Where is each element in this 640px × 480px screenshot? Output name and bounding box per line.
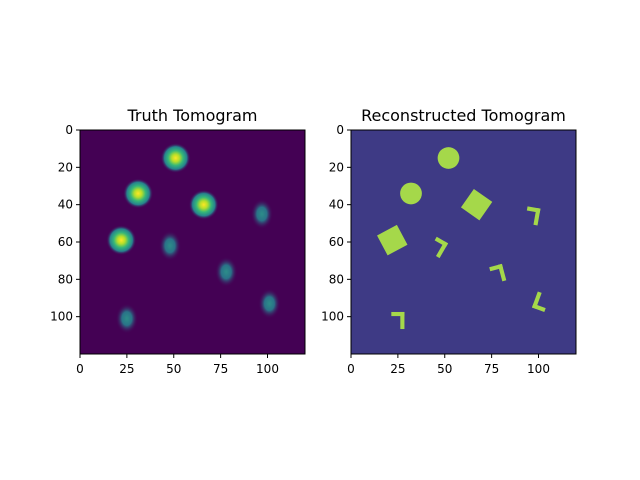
- heatmap-blob: [123, 178, 154, 209]
- x-tick-label: 75: [484, 362, 499, 376]
- panel-title: Truth Tomogram: [127, 106, 258, 125]
- shape-corner: [391, 311, 405, 330]
- y-tick-label: 60: [58, 235, 73, 249]
- x-tick-label: 25: [119, 362, 134, 376]
- y-tick-label: 80: [329, 272, 344, 286]
- shape-circle: [437, 147, 460, 169]
- y-tick-label: 60: [329, 235, 344, 249]
- heatmap-blob: [250, 198, 274, 230]
- x-tick-label: 50: [166, 362, 181, 376]
- heatmap-blob: [160, 143, 191, 173]
- shape-square: [460, 188, 493, 221]
- y-tick-label: 40: [58, 198, 73, 212]
- shape-corner: [526, 206, 541, 226]
- x-tick-label: 0: [76, 362, 84, 376]
- shape-square: [377, 224, 408, 256]
- shape-corner: [489, 263, 507, 282]
- shape-circle: [400, 182, 422, 205]
- x-tick-label: 0: [347, 362, 355, 376]
- x-tick-label: 100: [256, 362, 279, 376]
- truth-tomogram-panel: Truth Tomogram 0 25 50 75 100 0 20 40 60 80 100: [50, 106, 306, 376]
- heatmap-blob: [188, 189, 219, 220]
- heatmap-blob: [215, 256, 238, 287]
- x-tick-label: 25: [390, 362, 405, 376]
- heatmap-marks: [377, 147, 546, 330]
- axis-ticks: 0 25 50 75 100 0 20 40 60 80 100: [321, 123, 550, 376]
- y-tick-label: 80: [58, 272, 73, 286]
- heatmap-marks: [106, 143, 281, 334]
- y-tick-label: 40: [329, 198, 344, 212]
- shape-corner: [434, 236, 449, 259]
- x-tick-label: 100: [527, 362, 550, 376]
- y-tick-label: 20: [329, 160, 344, 174]
- y-tick-label: 0: [336, 123, 344, 137]
- heatmap-blob: [158, 230, 182, 261]
- y-tick-label: 100: [321, 310, 344, 324]
- heatmap-blob: [115, 303, 139, 334]
- heatmap-blob: [258, 288, 281, 319]
- x-tick-label: 50: [437, 362, 452, 376]
- heatmap-blob: [106, 225, 137, 256]
- reconstructed-tomogram-panel: Reconstructed Tomogram 0 25 50 75 100 0 20 40 60…: [321, 106, 577, 376]
- y-tick-label: 100: [50, 310, 73, 324]
- x-tick-label: 75: [213, 362, 228, 376]
- shape-corner: [531, 291, 546, 313]
- panel-title: Reconstructed Tomogram: [361, 106, 566, 125]
- axis-ticks: 0 25 50 75 100 0 20 40 60 80 100: [50, 123, 279, 376]
- y-tick-label: 20: [58, 160, 73, 174]
- y-tick-label: 0: [65, 123, 73, 137]
